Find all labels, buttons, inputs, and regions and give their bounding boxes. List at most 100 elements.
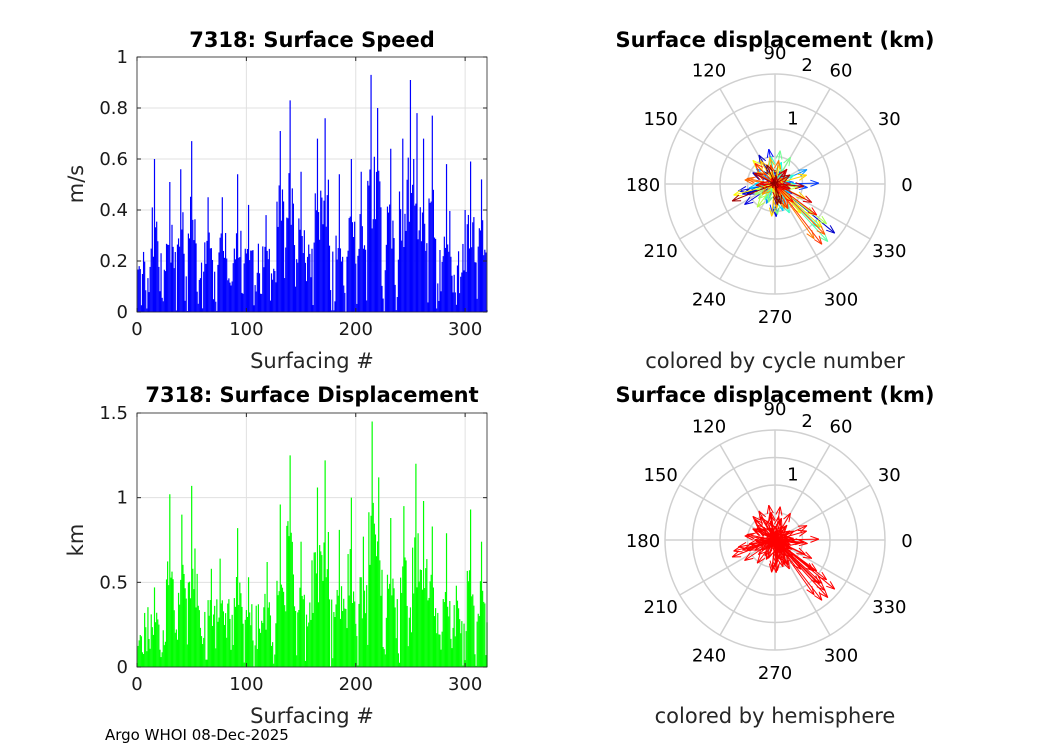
arrow-head	[798, 543, 808, 547]
displacement-arrow	[774, 183, 782, 205]
polar-angle-label: 30	[878, 465, 901, 486]
arrow-head	[813, 239, 823, 245]
arrow-head	[781, 180, 791, 185]
y-tick-label: 0	[117, 302, 128, 323]
arrow-head	[767, 513, 771, 523]
arrow-head	[808, 211, 817, 216]
arrow-head	[787, 559, 790, 570]
y-tick-label: 0.8	[99, 98, 128, 119]
displacement-arrow	[774, 539, 823, 601]
displacement-arrow	[733, 183, 776, 196]
polar-cycle-caption: colored by cycle number	[645, 349, 905, 373]
x-tick-label: 100	[229, 674, 263, 695]
arrow-head	[768, 207, 773, 217]
arrow-head	[786, 555, 789, 565]
axes-frame	[136, 56, 488, 313]
arrow-head	[772, 555, 778, 565]
arrow-head	[737, 541, 747, 548]
footer-credit: Argo WHOI 08-Dec-2025	[105, 726, 289, 744]
arrow-head	[775, 161, 782, 170]
arrow-head	[816, 230, 826, 235]
arrow-head	[772, 564, 777, 573]
displacement-xlabel: Surfacing #	[250, 704, 374, 728]
arrow-head	[813, 595, 823, 601]
arrow-head	[829, 581, 836, 590]
arrow-head	[818, 235, 823, 245]
arrow-head	[744, 552, 751, 561]
arrow-head	[792, 564, 802, 570]
displacement-arrow	[774, 183, 823, 245]
polar-angle-label: 180	[626, 175, 660, 196]
arrow-head	[821, 571, 828, 581]
polar-angle-label: 90	[764, 43, 787, 64]
arrow-head	[802, 556, 812, 559]
arrow-head	[766, 164, 768, 174]
arrow-head	[771, 207, 777, 217]
polar-angle-label: 210	[644, 241, 678, 262]
arrow-head	[799, 539, 808, 544]
displacement-arrow	[774, 539, 813, 559]
arrow-head	[797, 173, 807, 176]
polar-angle-label: 300	[824, 289, 858, 310]
arrow-head	[799, 174, 807, 181]
y-tick-label: 0.6	[99, 149, 128, 170]
displacement-arrow	[774, 183, 778, 205]
arrow-head	[778, 524, 788, 531]
arrow-head	[797, 169, 808, 171]
arrow-head	[757, 546, 764, 555]
arrow-head	[783, 512, 791, 520]
arrow-head	[731, 550, 740, 558]
arrow-head	[773, 206, 778, 215]
polar-angle-label: 60	[830, 417, 853, 438]
arrow-head	[769, 157, 775, 166]
arrow-head	[781, 544, 791, 546]
arrow-head	[823, 589, 829, 598]
arrow-head	[780, 162, 783, 172]
arrow-head	[784, 174, 791, 183]
polar-angle-label: 300	[824, 645, 858, 666]
arrow-head	[753, 528, 761, 537]
displacement-arrow	[733, 539, 776, 552]
arrow-head	[744, 557, 754, 561]
arrow-head	[810, 538, 820, 543]
arrow-head	[780, 518, 783, 528]
polar-radial-label: 1	[787, 464, 798, 485]
arrow-head	[780, 194, 782, 205]
arrow-head	[797, 525, 808, 527]
polar-radial-label: 1	[787, 108, 798, 129]
arrow-head	[760, 536, 769, 541]
arrow-head	[772, 199, 778, 209]
displacement-arrow	[766, 520, 776, 541]
arrow-head	[780, 550, 782, 561]
arrow-head	[756, 557, 766, 564]
arrow-head	[755, 537, 765, 542]
arrow-head	[819, 592, 829, 598]
arrow-head	[775, 150, 781, 159]
polar-angle-label: 210	[644, 597, 678, 618]
arrow-head	[775, 506, 781, 515]
y-tick-label: 0.2	[99, 251, 128, 272]
x-tick-label: 200	[339, 674, 373, 695]
polar-radial-label: 2	[801, 411, 812, 432]
x-tick-label: 0	[131, 674, 142, 695]
arrow-head	[829, 225, 836, 234]
arrow-head	[775, 552, 782, 561]
arrow-head	[826, 229, 835, 234]
arrow-head	[766, 164, 774, 172]
polar-spoke	[679, 183, 776, 240]
polar-cycle-chart: 0 30 60 90 120 150 180 210 240 270 300 330 1 2	[626, 43, 913, 328]
arrow-head	[786, 199, 789, 209]
arrow-head	[795, 182, 805, 187]
arrow-head	[774, 534, 779, 544]
arrow-head	[754, 518, 764, 524]
arrow-head	[777, 559, 784, 568]
arrow-head	[758, 154, 767, 162]
polar-hemisphere-caption: colored by hemisphere	[655, 704, 896, 728]
polar-angle-label: 90	[764, 399, 787, 420]
displacement-arrow	[774, 183, 813, 203]
arrow-head	[798, 187, 808, 191]
polar-spoke	[774, 128, 871, 185]
arrow-head	[799, 183, 808, 188]
y-tick-label: 1.5	[99, 403, 128, 424]
arrow-head	[775, 196, 782, 205]
